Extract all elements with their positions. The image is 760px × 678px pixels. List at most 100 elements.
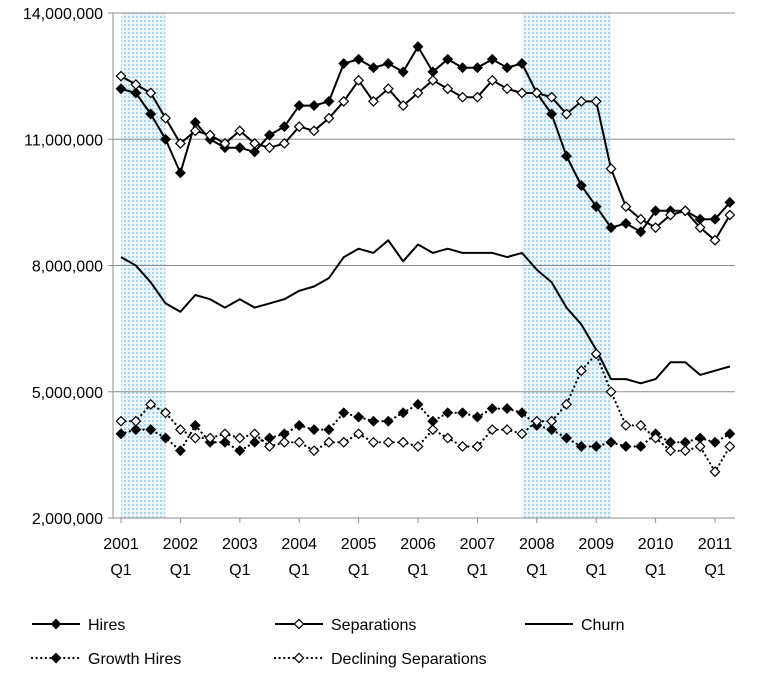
point-separations xyxy=(397,100,409,112)
x-tick-year: 2008 xyxy=(519,536,555,553)
point-separations xyxy=(561,108,572,120)
point-growth-hires xyxy=(561,432,572,444)
point-hires xyxy=(338,58,350,69)
point-hires xyxy=(546,108,558,120)
point-growth-hires xyxy=(605,436,617,448)
point-declining-separations xyxy=(486,424,498,436)
x-tick-quarter: Q1 xyxy=(348,562,369,579)
point-hires xyxy=(130,87,142,99)
point-separations xyxy=(264,142,275,154)
point-separations xyxy=(531,87,543,99)
point-declining-separations xyxy=(709,466,721,478)
point-growth-hires xyxy=(382,415,394,427)
series-line-churn xyxy=(120,239,731,385)
point-declining-separations xyxy=(412,441,424,452)
point-growth-hires xyxy=(635,441,647,452)
point-separations xyxy=(382,83,394,95)
point-declining-separations xyxy=(293,436,305,448)
x-tick-quarter: Q1 xyxy=(170,562,191,579)
point-growth-hires xyxy=(620,441,632,452)
point-declining-separations xyxy=(427,424,439,436)
y-tick-label: 2,000,000 xyxy=(32,511,103,528)
point-growth-hires xyxy=(471,411,483,423)
x-tick-year: 2004 xyxy=(281,536,317,553)
legend-label-separations: Separations xyxy=(331,617,416,634)
x-tick-year: 2009 xyxy=(578,536,614,553)
series-line-separations xyxy=(120,75,731,242)
point-hires xyxy=(516,58,528,69)
point-declining-separations xyxy=(353,428,365,440)
point-separations xyxy=(293,121,305,133)
point-declining-separations xyxy=(338,436,350,448)
point-declining-separations xyxy=(546,415,558,427)
point-growth-hires xyxy=(189,419,201,431)
point-growth-hires xyxy=(590,441,602,452)
point-growth-hires xyxy=(249,436,261,448)
point-hires xyxy=(368,62,379,74)
point-growth-hires xyxy=(115,428,127,440)
point-hires xyxy=(353,53,365,65)
point-separations xyxy=(501,83,513,95)
x-tick-year: 2006 xyxy=(400,536,436,553)
point-declining-separations xyxy=(174,424,186,436)
point-separations xyxy=(605,163,617,175)
series-markers xyxy=(115,41,736,478)
x-tick-year: 2005 xyxy=(341,536,377,553)
point-declining-separations xyxy=(724,441,736,452)
x-tick-year: 2002 xyxy=(163,536,199,553)
x-tick-year: 2003 xyxy=(222,536,258,553)
point-declining-separations xyxy=(160,407,171,419)
point-hires xyxy=(174,167,186,179)
point-separations xyxy=(650,222,662,234)
point-growth-hires xyxy=(724,428,736,440)
point-growth-hires xyxy=(412,398,424,410)
point-hires xyxy=(635,226,647,238)
point-separations xyxy=(115,70,127,82)
point-hires xyxy=(709,213,721,225)
point-separations xyxy=(278,138,290,149)
legend: Hires Separations Churn Growth Hires Declini… xyxy=(30,617,625,668)
series-lines xyxy=(119,45,732,473)
point-growth-hires xyxy=(130,424,142,436)
point-declining-separations xyxy=(264,441,275,452)
point-separations xyxy=(694,222,706,234)
point-declining-separations xyxy=(501,424,513,436)
y-axis-ticks: 2,000,000 5,000,000 8,000,000 11,000,000 14,… xyxy=(23,6,113,528)
point-hires xyxy=(412,41,424,53)
point-hires xyxy=(457,62,468,74)
legend-label-growth-hires: Growth Hires xyxy=(88,651,181,668)
point-declining-separations xyxy=(457,441,468,452)
point-declining-separations xyxy=(278,436,290,448)
x-tick-year: 2007 xyxy=(460,536,496,553)
point-declining-separations xyxy=(234,432,246,444)
point-hires xyxy=(234,142,246,154)
point-declining-separations xyxy=(323,436,335,448)
x-tick-quarter: Q1 xyxy=(110,562,131,579)
point-separations xyxy=(724,209,736,221)
point-hires xyxy=(160,133,171,145)
point-hires xyxy=(486,53,498,65)
point-growth-hires xyxy=(486,403,498,415)
legend-marker-hires xyxy=(50,618,62,630)
point-hires xyxy=(575,180,587,191)
x-axis-ticks: 2001 Q1 2002 Q1 2003 Q1 2004 Q1 2005 Q1 2006 Q1 2007… xyxy=(103,518,732,579)
point-growth-hires xyxy=(293,419,305,431)
x-tick-quarter: Q1 xyxy=(586,562,607,579)
point-declining-separations xyxy=(561,398,572,410)
point-hires xyxy=(382,58,394,69)
point-hires xyxy=(323,95,335,107)
point-separations xyxy=(130,79,142,90)
point-declining-separations xyxy=(115,415,127,427)
point-declining-separations xyxy=(442,432,454,444)
point-declining-separations xyxy=(650,432,662,444)
point-declining-separations xyxy=(145,398,157,410)
point-declining-separations xyxy=(471,441,483,452)
point-declining-separations xyxy=(189,432,201,444)
point-separations xyxy=(160,112,171,124)
point-growth-hires xyxy=(323,424,335,436)
point-declining-separations xyxy=(516,428,528,440)
point-hires xyxy=(278,121,290,133)
x-tick-quarter: Q1 xyxy=(645,562,666,579)
point-separations xyxy=(204,129,216,141)
point-separations xyxy=(353,74,365,86)
